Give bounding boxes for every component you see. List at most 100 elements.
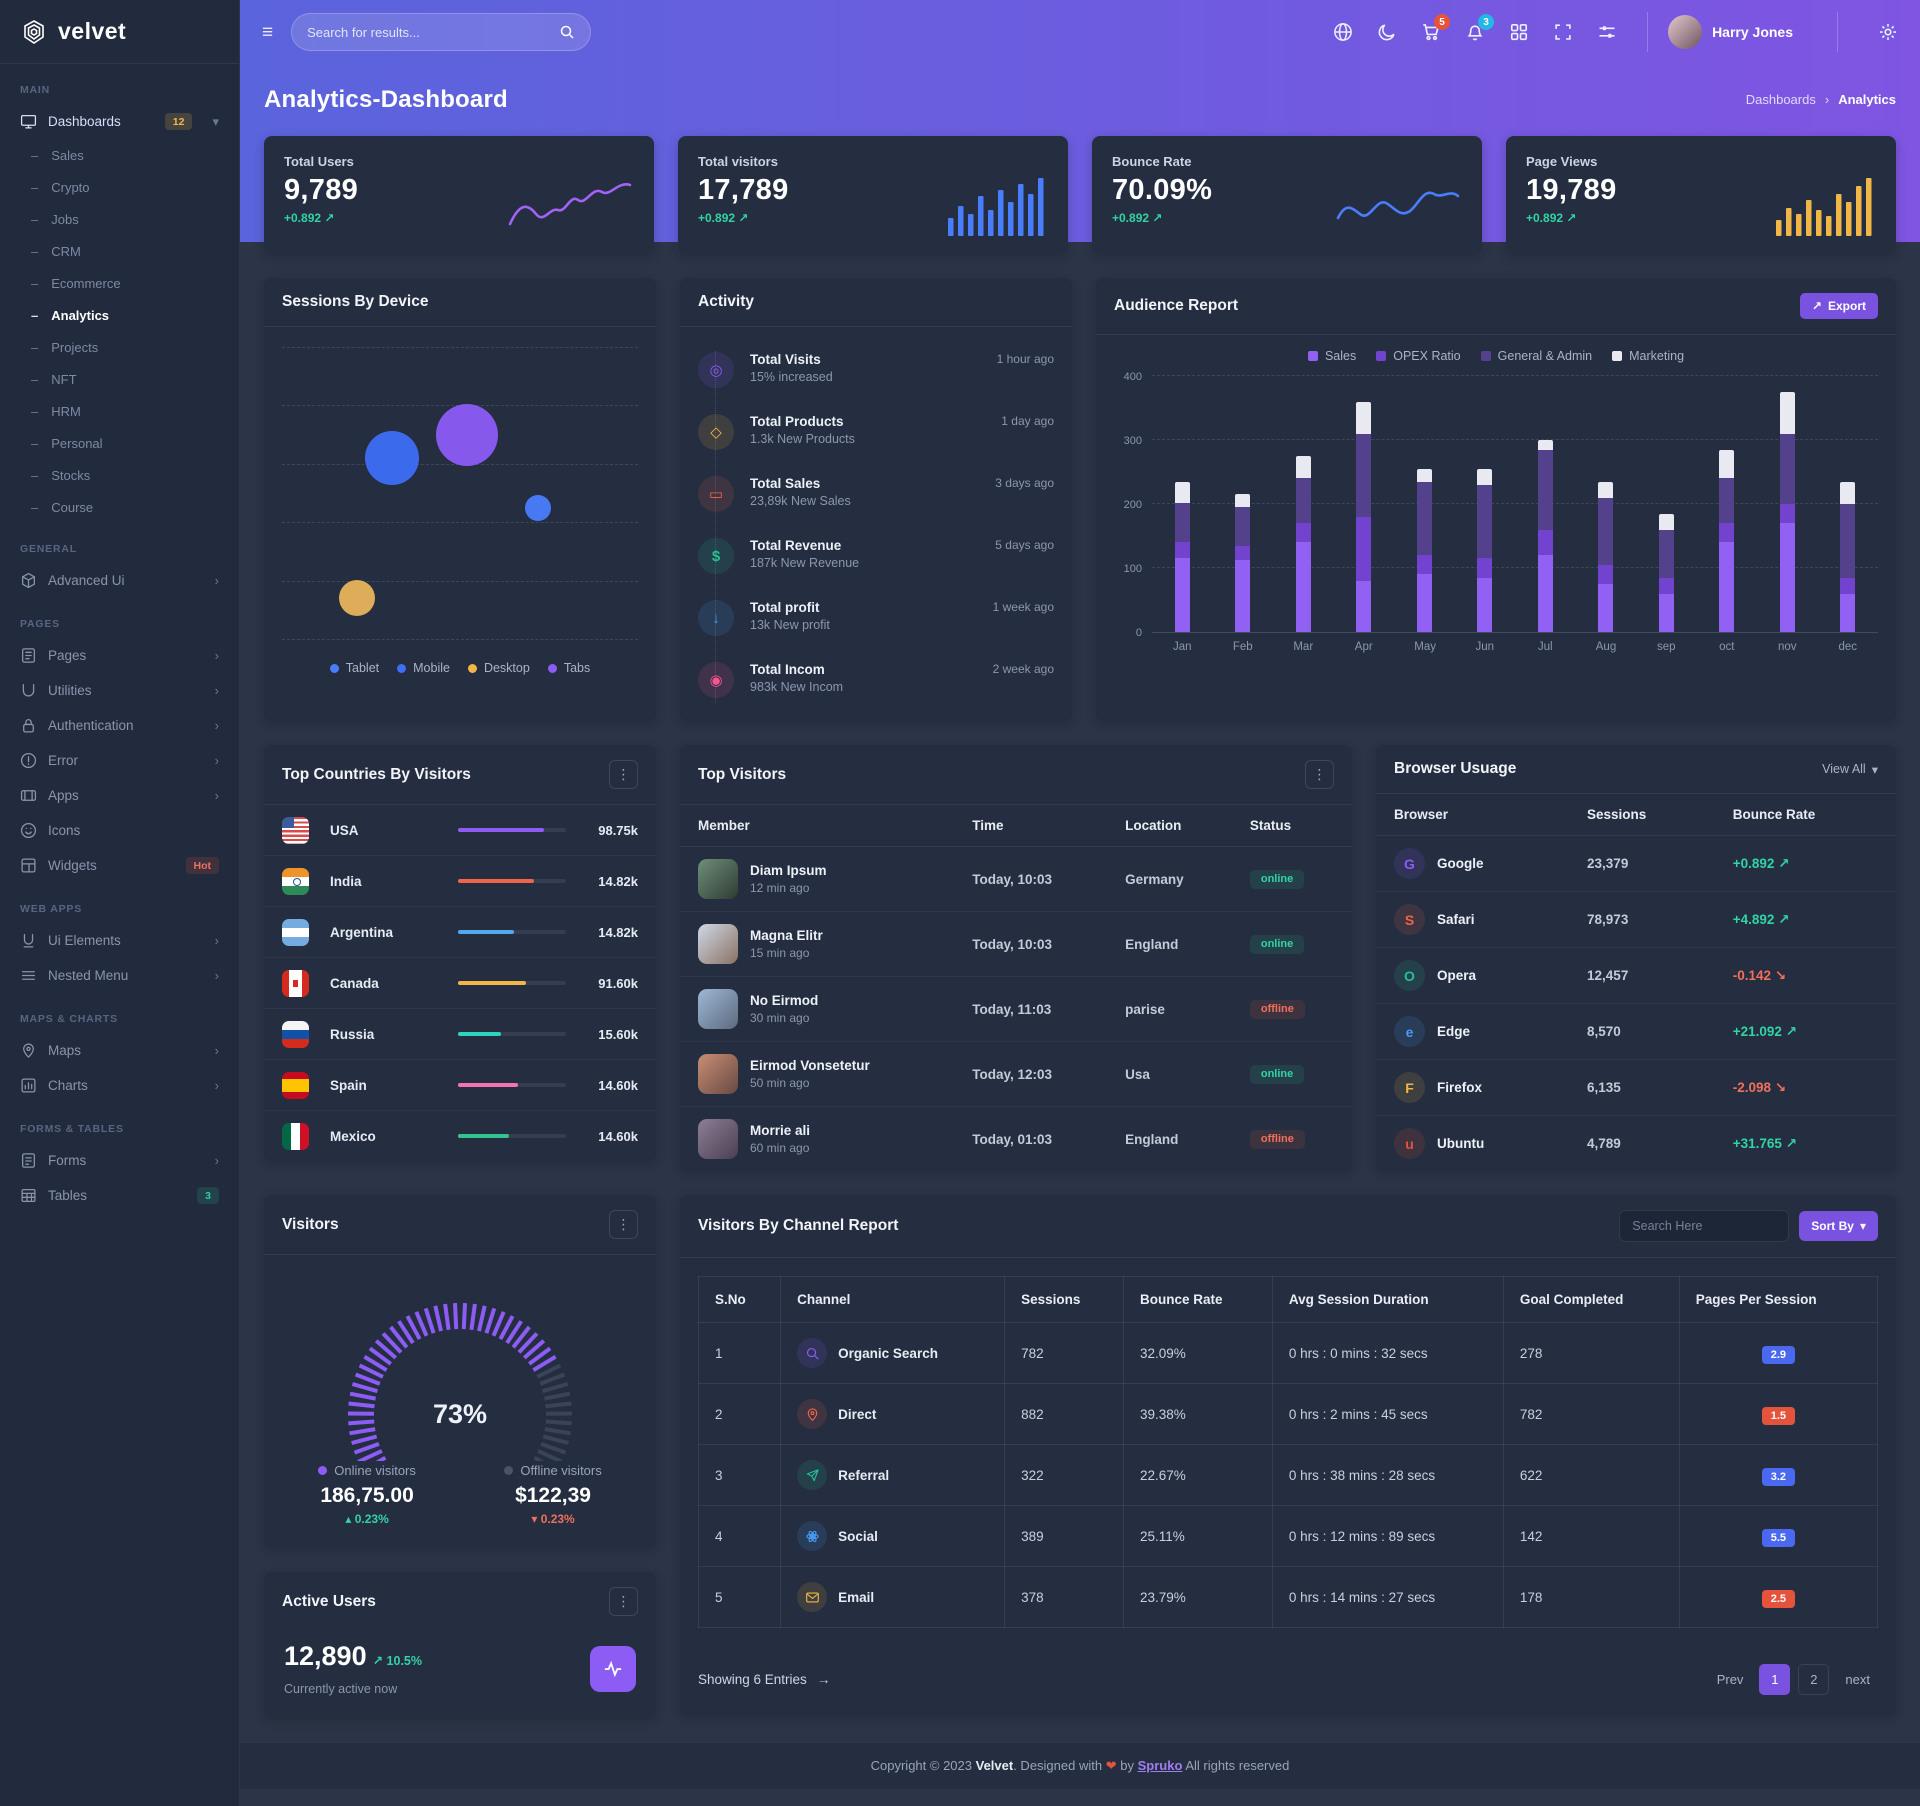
visitor-time: Today, 10:03 — [954, 846, 1108, 912]
sidebar-item-nested-menu[interactable]: Nested Menu › — [0, 958, 239, 993]
visitor-row-eirmod-vonsetetur: Eirmod Vonsetetur 50 min ago Today, 12:03… — [680, 1041, 1352, 1107]
sidebar-subitem-crm[interactable]: – CRM — [31, 243, 81, 259]
sliders-icon[interactable] — [1597, 22, 1617, 42]
sidebar-subitem-analytics[interactable]: – Analytics — [31, 307, 110, 323]
col-header-status: Status — [1231, 805, 1352, 847]
col-header-sessions: Sessions — [1569, 794, 1715, 836]
sidebar-subitem-personal[interactable]: – Personal — [31, 435, 103, 451]
sidebar-item-apps[interactable]: Apps › — [0, 778, 239, 813]
user-name: Harry Jones — [1712, 24, 1793, 40]
visitors-gauge-card: Visitors ⋮ 73% Online visitors 186,75.00… — [264, 1195, 656, 1548]
brand-logo[interactable]: velvet — [0, 0, 239, 64]
activity-pulse-button[interactable] — [590, 1645, 636, 1692]
offline-dot-icon — [504, 1466, 514, 1475]
safari-icon: S — [1394, 904, 1425, 935]
stacked-bar-apr — [1356, 401, 1372, 632]
pagination-page-2[interactable]: 2 — [1798, 1664, 1830, 1695]
browser-sessions: 12,457 — [1569, 947, 1715, 1004]
visitor-location: Usa — [1107, 1041, 1232, 1107]
hamburger-menu-icon[interactable]: ≡ — [262, 21, 274, 43]
more-menu-button[interactable]: ⋮ — [609, 1587, 638, 1616]
search-input[interactable] — [307, 24, 552, 40]
sidebar-subitem-course[interactable]: – Course — [31, 499, 94, 515]
export-button[interactable]: ↗ Export — [1799, 293, 1878, 319]
dash-icon: – — [31, 147, 39, 163]
sidebar-subitem-hrm[interactable]: – HRM — [31, 403, 81, 419]
box-icon: ◇ — [698, 414, 734, 450]
col-header-pages-per-session: Pages Per Session — [1678, 1276, 1879, 1323]
pagination-page-1[interactable]: 1 — [1759, 1664, 1791, 1695]
bar-segment-opex-ratio — [1416, 555, 1432, 575]
bar-segment-marketing — [1719, 449, 1735, 479]
sidebar-subitem-ecommerce[interactable]: – Ecommerce — [31, 275, 121, 291]
channel-search-input[interactable] — [1619, 1210, 1790, 1242]
user-profile-menu[interactable]: Harry Jones — [1647, 12, 1813, 52]
sidebar-subitem-crypto[interactable]: – Crypto — [31, 179, 90, 195]
x-tick-label: sep — [1656, 641, 1676, 653]
search-icon[interactable] — [559, 24, 575, 40]
more-menu-button[interactable]: ⋮ — [609, 1210, 638, 1239]
bar-segment-general-admin — [1477, 484, 1493, 559]
sidebar-item-pages[interactable]: Pages › — [0, 638, 239, 673]
spain-flag-icon — [282, 1071, 309, 1099]
more-menu-button[interactable]: ⋮ — [1305, 760, 1334, 789]
notifications-bell-icon[interactable]: 3 — [1465, 14, 1495, 42]
sidebar-subitem-stocks[interactable]: – Stocks — [31, 467, 91, 483]
country-bar — [458, 879, 566, 883]
sidebar-item-icons[interactable]: Icons — [0, 813, 239, 848]
breadcrumb-parent[interactable]: Dashboards — [1745, 92, 1816, 107]
sidebar-item-maps[interactable]: Maps › — [0, 1033, 239, 1068]
visitor-time: Today, 01:03 — [972, 1131, 1053, 1147]
chevron-right-icon: › — [214, 1078, 219, 1093]
active-users-value: 12,890 — [284, 1641, 367, 1671]
sidebar-item-authentication[interactable]: Authentication › — [0, 708, 239, 743]
view-all-dropdown[interactable]: View All ▾ — [1822, 762, 1878, 777]
sidebar-subitem-jobs[interactable]: – Jobs — [31, 211, 79, 227]
bar-segment-sales — [1537, 555, 1553, 632]
sidebar-item-error[interactable]: Error › — [0, 743, 239, 778]
visitor-time: Today, 10:03 — [954, 911, 1108, 977]
sidebar-item-dashboards[interactable]: Dashboards 12 ▾ — [0, 104, 239, 139]
browser-title: Browser Usuage — [1394, 760, 1517, 777]
sidebar-subitem-nft[interactable]: – NFT — [31, 371, 77, 387]
channel-sessions: 322 — [1004, 1444, 1124, 1506]
fullscreen-icon[interactable] — [1553, 22, 1573, 42]
channel-duration: 0 hrs : 0 mins : 32 secs — [1271, 1322, 1504, 1384]
sidebar-item-forms[interactable]: Forms › — [0, 1143, 239, 1178]
sidebar-item-utilities[interactable]: Utilities › — [0, 673, 239, 708]
sidebar-subitem-sales[interactable]: – Sales — [31, 147, 84, 163]
notifications-badge: 3 — [1478, 14, 1495, 30]
chevron-right-icon: › — [214, 648, 219, 663]
dash-icon: – — [31, 179, 39, 195]
sidebar-item-advanced-ui[interactable]: Advanced Ui › — [0, 563, 239, 598]
browser-bounce: +31.765 ↗ — [1732, 1135, 1797, 1151]
bar-segment-sales — [1598, 584, 1614, 632]
bar-segment-general-admin — [1779, 433, 1795, 505]
sidebar-subitem-projects[interactable]: – Projects — [31, 339, 99, 355]
sidebar-item-tables[interactable]: Tables 3 — [0, 1178, 239, 1213]
pagination-prev[interactable]: Prev — [1709, 1664, 1752, 1695]
browser-body: G Google 23,379 +0.892 ↗ S Safari 78,973 +… — [1376, 835, 1896, 1172]
sidebar-item-ui-elements[interactable]: Ui Elements › — [0, 923, 239, 958]
status-badge: online — [1249, 1064, 1305, 1084]
row-bottom: Visitors ⋮ 73% Online visitors 186,75.00… — [264, 1195, 1896, 1718]
dash-icon: – — [31, 371, 39, 387]
globe-icon[interactable] — [1333, 22, 1353, 42]
apps-grid-icon[interactable] — [1509, 22, 1529, 42]
spruko-link[interactable]: Spruko — [1137, 1758, 1183, 1773]
sidebar-item-widgets[interactable]: Widgets Hot — [0, 848, 239, 883]
pagination-next[interactable]: next — [1837, 1664, 1878, 1695]
settings-gear-icon[interactable] — [1878, 22, 1898, 42]
sidebar-item-charts[interactable]: Charts › — [0, 1068, 239, 1103]
dark-mode-moon-icon[interactable] — [1377, 22, 1397, 42]
bar-segment-general-admin — [1174, 502, 1190, 543]
global-search[interactable] — [291, 13, 592, 51]
more-menu-button[interactable]: ⋮ — [609, 760, 638, 789]
sort-by-button[interactable]: Sort By ▾ — [1799, 1211, 1878, 1241]
cart-icon[interactable]: 5 — [1421, 14, 1451, 42]
channel-sno: 4 — [697, 1505, 782, 1567]
browser-row-ubuntu: u Ubuntu 4,789 +31.765 ↗ — [1376, 1116, 1896, 1172]
sidebar-section-label: MAPS & CHARTS — [20, 1013, 118, 1025]
canada-flag-icon — [282, 969, 309, 997]
channel-row-referral: 3 Referral 322 22.67% 0 hrs : 38 mins : … — [697, 1444, 1879, 1506]
